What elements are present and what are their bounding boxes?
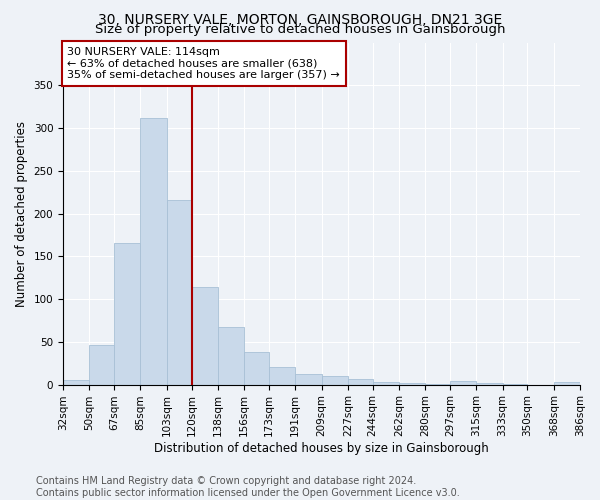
Y-axis label: Number of detached properties: Number of detached properties xyxy=(15,120,28,306)
Text: Contains HM Land Registry data © Crown copyright and database right 2024.
Contai: Contains HM Land Registry data © Crown c… xyxy=(36,476,460,498)
Bar xyxy=(244,352,269,384)
Bar xyxy=(140,118,167,384)
Bar xyxy=(114,244,140,384)
Bar xyxy=(476,383,503,384)
Bar xyxy=(89,346,114,385)
Bar xyxy=(191,287,218,384)
Bar xyxy=(450,381,476,384)
Bar xyxy=(373,382,399,384)
Text: 30 NURSERY VALE: 114sqm
← 63% of detached houses are smaller (638)
35% of semi-d: 30 NURSERY VALE: 114sqm ← 63% of detache… xyxy=(67,47,340,80)
Text: 30, NURSERY VALE, MORTON, GAINSBOROUGH, DN21 3GE: 30, NURSERY VALE, MORTON, GAINSBOROUGH, … xyxy=(98,12,502,26)
Bar xyxy=(218,328,244,384)
Text: Size of property relative to detached houses in Gainsborough: Size of property relative to detached ho… xyxy=(95,22,505,36)
Bar xyxy=(295,374,322,384)
Bar xyxy=(167,200,191,384)
Bar xyxy=(554,382,580,384)
Bar xyxy=(322,376,348,384)
Bar xyxy=(348,378,373,384)
Bar xyxy=(399,383,425,384)
X-axis label: Distribution of detached houses by size in Gainsborough: Distribution of detached houses by size … xyxy=(154,442,489,455)
Bar xyxy=(269,368,295,384)
Bar xyxy=(63,380,89,384)
